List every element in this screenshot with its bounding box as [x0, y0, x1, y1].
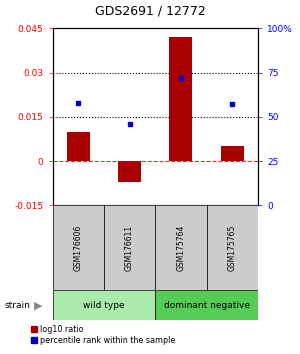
Bar — [52, 205, 104, 290]
Text: GSM176606: GSM176606 — [74, 224, 83, 271]
Text: GSM176611: GSM176611 — [125, 225, 134, 271]
Bar — [118, 161, 141, 182]
Text: GSM175765: GSM175765 — [228, 224, 237, 271]
Bar — [67, 132, 90, 161]
Text: wild type: wild type — [83, 301, 125, 310]
Text: ▶: ▶ — [34, 300, 43, 310]
Text: GSM175764: GSM175764 — [176, 224, 185, 271]
Legend: log10 ratio, percentile rank within the sample: log10 ratio, percentile rank within the … — [28, 321, 179, 348]
Bar — [169, 37, 193, 161]
Text: GDS2691 / 12772: GDS2691 / 12772 — [94, 5, 206, 18]
Bar — [155, 290, 258, 320]
Text: strain: strain — [4, 301, 30, 310]
Bar — [207, 205, 258, 290]
Text: dominant negative: dominant negative — [164, 301, 250, 310]
Bar — [104, 205, 155, 290]
Bar — [52, 290, 155, 320]
Bar — [155, 205, 207, 290]
Bar — [221, 146, 244, 161]
